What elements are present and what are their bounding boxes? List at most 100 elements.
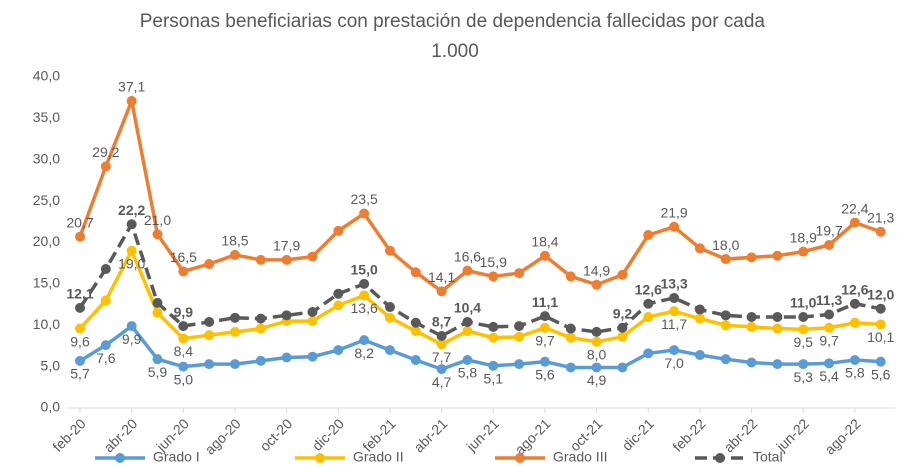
data-label: 11,1	[532, 294, 559, 310]
data-label: 9,2	[613, 305, 633, 321]
data-point	[798, 311, 809, 322]
data-point	[488, 321, 499, 332]
data-label: 21,0	[144, 212, 171, 228]
legend-marker	[515, 453, 525, 463]
data-point	[772, 323, 783, 334]
data-point	[720, 354, 731, 365]
legend-label: Grado I	[153, 449, 200, 465]
data-point	[359, 335, 370, 346]
data-point	[100, 295, 111, 306]
data-point	[436, 364, 447, 375]
data-point	[617, 322, 628, 333]
data-point	[462, 355, 473, 366]
data-point	[126, 95, 137, 106]
data-point	[824, 239, 835, 250]
data-label: 4,9	[587, 372, 607, 388]
data-label: 9,6	[70, 333, 90, 349]
data-label: 5,3	[794, 369, 814, 385]
data-point	[307, 307, 318, 318]
data-label: 14,1	[428, 269, 455, 285]
data-point	[539, 356, 550, 367]
data-point	[849, 217, 860, 228]
data-point	[824, 358, 835, 369]
data-label: 13,6	[351, 300, 378, 316]
data-label: 5,6	[535, 366, 555, 382]
data-label: 19,7	[815, 223, 842, 239]
data-point	[849, 355, 860, 366]
data-point	[849, 317, 860, 328]
data-label: 5,8	[845, 365, 865, 381]
legend-label: Grado II	[353, 449, 404, 465]
data-point	[669, 292, 680, 303]
legend-marker	[115, 453, 125, 463]
data-point	[617, 331, 628, 342]
y-tick-label: 15,0	[33, 275, 60, 291]
x-tick-label: abr-20	[100, 415, 140, 455]
x-tick-label: dic-21	[619, 415, 657, 453]
data-label: 18,5	[221, 233, 248, 249]
data-point	[333, 225, 344, 236]
data-point	[746, 311, 757, 322]
data-label: 12,6	[635, 281, 662, 297]
data-point	[514, 268, 525, 279]
data-point	[772, 250, 783, 261]
data-label: 14,9	[583, 262, 610, 278]
legend-label: Total	[753, 449, 783, 465]
data-point	[255, 313, 266, 324]
data-label: 12,0	[867, 286, 894, 302]
y-tick-label: 40,0	[33, 68, 60, 84]
data-point	[204, 259, 215, 270]
data-label: 5,0	[174, 371, 194, 387]
y-tick-label: 0,0	[41, 399, 61, 415]
data-point	[746, 357, 757, 368]
data-point	[720, 310, 731, 321]
data-label: 9,9	[122, 331, 142, 347]
data-point	[617, 269, 628, 280]
data-point	[488, 271, 499, 282]
data-point	[720, 254, 731, 265]
x-tick-label: feb-20	[49, 415, 89, 455]
data-label: 9,9	[174, 304, 194, 320]
data-point	[746, 321, 757, 332]
data-point	[746, 252, 757, 263]
data-point	[281, 310, 292, 321]
data-point	[875, 356, 886, 367]
data-point	[669, 221, 680, 232]
data-point	[178, 361, 189, 372]
data-point	[229, 312, 240, 323]
data-label: 18,4	[531, 233, 558, 249]
data-point	[539, 322, 550, 333]
data-label: 8,2	[354, 345, 374, 361]
data-point	[126, 245, 137, 256]
data-point	[410, 355, 421, 366]
data-point	[669, 345, 680, 356]
data-point	[462, 326, 473, 337]
data-label: 4,7	[432, 374, 452, 390]
data-label: 22,2	[118, 202, 145, 218]
y-tick-label: 10,0	[33, 316, 60, 332]
data-label: 10,1	[867, 329, 894, 345]
data-point	[126, 219, 137, 230]
data-point	[488, 332, 499, 343]
data-point	[565, 332, 576, 343]
data-label: 5,9	[148, 364, 168, 380]
x-tick-label: ago-22	[822, 415, 864, 457]
data-label: 5,1	[484, 371, 504, 387]
data-point	[75, 323, 85, 334]
data-label: 12,1	[66, 286, 93, 302]
data-point	[436, 331, 447, 342]
data-point	[643, 348, 654, 359]
data-point	[100, 263, 111, 274]
data-point	[591, 326, 602, 337]
data-point	[384, 345, 395, 356]
data-label: 21,3	[867, 209, 894, 225]
data-point	[462, 316, 473, 327]
data-point	[281, 352, 292, 363]
data-point	[204, 359, 215, 370]
data-point	[384, 302, 395, 313]
data-point	[359, 208, 370, 219]
data-point	[462, 265, 473, 276]
data-point	[152, 229, 163, 240]
data-point	[694, 243, 705, 254]
data-point	[875, 319, 886, 330]
